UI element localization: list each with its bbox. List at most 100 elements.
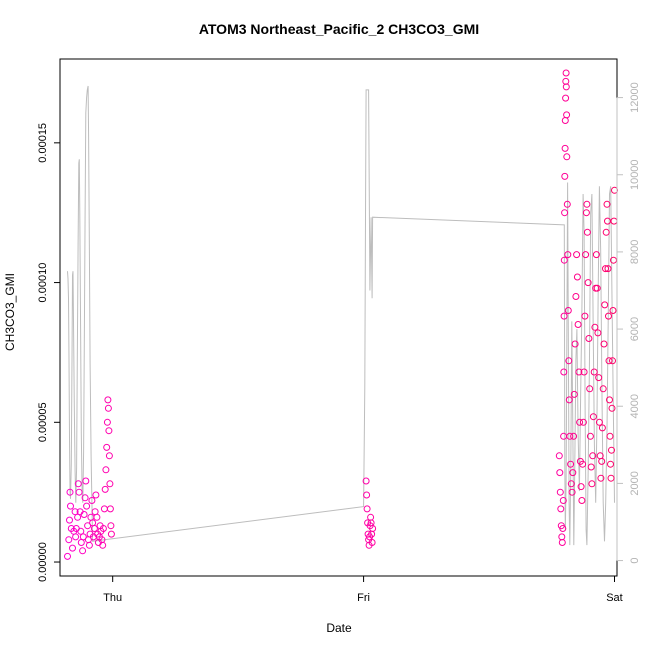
data-point: [560, 256, 568, 264]
data-point: [588, 480, 596, 488]
data-point: [608, 446, 615, 454]
data-point: [599, 385, 607, 393]
data-point: [572, 293, 580, 300]
data-point: [559, 525, 567, 532]
data-point: [566, 432, 574, 440]
y-right-tick-label: 12000: [629, 82, 641, 113]
data-point: [101, 485, 109, 493]
data-point: [106, 480, 114, 488]
data-point: [74, 480, 82, 488]
data-point: [105, 427, 113, 435]
data-point: [563, 200, 571, 208]
data-point: [107, 522, 115, 530]
data-point: [103, 443, 111, 451]
data-point: [71, 508, 79, 516]
data-points-layer: [64, 69, 618, 560]
data-point: [579, 460, 587, 468]
data-point: [586, 432, 594, 440]
data-point: [589, 452, 597, 460]
y-left-tick-label: 0.00005: [37, 402, 49, 442]
data-point: [559, 497, 567, 504]
data-point: [77, 527, 85, 535]
axes-layer: Thu Fri Sat 0.00000 0.00005 0.00010 0.00015 0 20…: [37, 82, 641, 604]
data-point: [558, 539, 566, 546]
data-point: [65, 536, 73, 544]
data-point: [74, 513, 82, 521]
data-point: [567, 480, 575, 488]
data-point: [556, 488, 564, 496]
data-point: [106, 505, 114, 513]
data-point: [561, 172, 569, 180]
data-point: [590, 368, 598, 376]
data-point: [585, 335, 593, 342]
data-point: [561, 117, 569, 124]
data-point: [562, 94, 570, 102]
data-point: [563, 111, 571, 119]
data-point: [602, 265, 609, 273]
y-right-tick-label: 6000: [629, 317, 641, 341]
data-point: [606, 432, 614, 440]
data-point: [99, 541, 107, 549]
data-point: [574, 321, 582, 328]
data-point: [609, 357, 616, 365]
data-point: [576, 418, 584, 426]
data-point: [595, 374, 603, 382]
data-point: [592, 251, 600, 259]
data-point: [600, 340, 608, 348]
data-point: [64, 552, 71, 560]
data-point: [99, 525, 107, 532]
data-point: [587, 463, 595, 471]
data-point: [575, 368, 583, 376]
data-point: [609, 307, 617, 314]
data-point: [79, 547, 87, 555]
data-point: [367, 513, 375, 521]
data-point: [82, 477, 90, 485]
data-point: [593, 284, 601, 292]
data-point: [607, 474, 615, 482]
data-point: [363, 491, 371, 499]
data-point: [362, 477, 370, 485]
data-point: [564, 307, 572, 314]
data-point: [562, 83, 570, 91]
data-point: [369, 525, 377, 532]
data-point: [591, 323, 599, 331]
data-point: [69, 544, 76, 552]
y-left-tick-label: 0.00015: [37, 123, 49, 163]
data-point: [586, 385, 594, 393]
data-point: [598, 424, 606, 432]
data-point: [581, 312, 589, 320]
x-tick-label: Fri: [357, 592, 370, 604]
data-point: [368, 539, 376, 546]
data-point: [583, 228, 591, 236]
data-point: [608, 404, 616, 412]
data-point: [85, 541, 93, 549]
secondary-series-layer: [67, 85, 615, 546]
data-point: [560, 432, 568, 440]
data-point: [81, 494, 89, 502]
data-point: [560, 312, 568, 320]
data-point: [88, 497, 96, 504]
data-point: [606, 396, 613, 404]
data-point: [602, 228, 610, 236]
data-point: [561, 144, 569, 152]
data-point: [567, 460, 575, 468]
data-point: [75, 488, 83, 496]
data-point: [565, 396, 573, 404]
data-point: [80, 511, 88, 518]
data-point: [72, 533, 80, 541]
data-point: [583, 200, 591, 208]
data-point: [579, 418, 587, 426]
data-point: [104, 396, 112, 404]
data-point: [610, 217, 618, 225]
data-point: [582, 209, 590, 217]
data-point: [582, 251, 590, 259]
data-point: [584, 279, 592, 287]
data-point: [100, 505, 108, 513]
secondary-series-line: [67, 85, 615, 546]
data-point: [571, 340, 579, 348]
data-point: [573, 273, 581, 281]
data-point: [87, 513, 95, 521]
x-tick-label: Sat: [606, 592, 623, 604]
data-point: [105, 452, 113, 460]
